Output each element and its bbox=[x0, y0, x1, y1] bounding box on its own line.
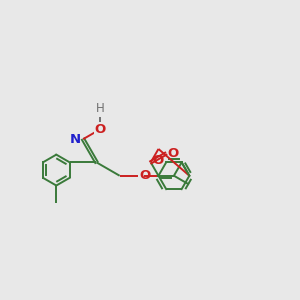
Text: H: H bbox=[96, 102, 105, 115]
Text: N: N bbox=[70, 133, 81, 146]
Text: O: O bbox=[153, 154, 164, 167]
Text: O: O bbox=[168, 147, 179, 160]
Text: O: O bbox=[140, 169, 151, 182]
Text: O: O bbox=[95, 123, 106, 136]
